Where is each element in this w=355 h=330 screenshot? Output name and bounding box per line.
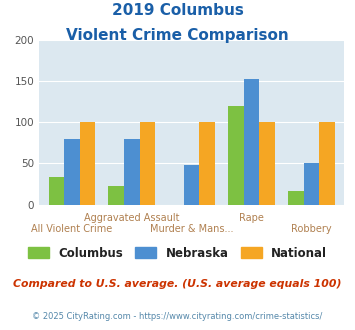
- Legend: Columbus, Nebraska, National: Columbus, Nebraska, National: [23, 242, 332, 264]
- Bar: [109, 186, 124, 205]
- Bar: [244, 79, 260, 205]
- Text: Violent Crime Comparison: Violent Crime Comparison: [66, 28, 289, 43]
- Bar: [228, 106, 244, 205]
- Bar: [288, 190, 304, 205]
- Text: Rape: Rape: [239, 213, 264, 223]
- Bar: [80, 122, 95, 205]
- Text: Compared to U.S. average. (U.S. average equals 100): Compared to U.S. average. (U.S. average …: [13, 279, 342, 289]
- Text: All Violent Crime: All Violent Crime: [31, 224, 113, 234]
- Bar: [64, 139, 80, 205]
- Text: Murder & Mans...: Murder & Mans...: [150, 224, 234, 234]
- Text: © 2025 CityRating.com - https://www.cityrating.com/crime-statistics/: © 2025 CityRating.com - https://www.city…: [32, 312, 323, 321]
- Text: 2019 Columbus: 2019 Columbus: [111, 3, 244, 18]
- Text: Robbery: Robbery: [291, 224, 332, 234]
- Bar: [200, 122, 215, 205]
- Bar: [124, 139, 140, 205]
- Text: Aggravated Assault: Aggravated Assault: [84, 213, 180, 223]
- Bar: [319, 122, 335, 205]
- Bar: [260, 122, 275, 205]
- Bar: [140, 122, 155, 205]
- Bar: [304, 163, 319, 205]
- Bar: [49, 178, 64, 205]
- Bar: [184, 165, 200, 205]
